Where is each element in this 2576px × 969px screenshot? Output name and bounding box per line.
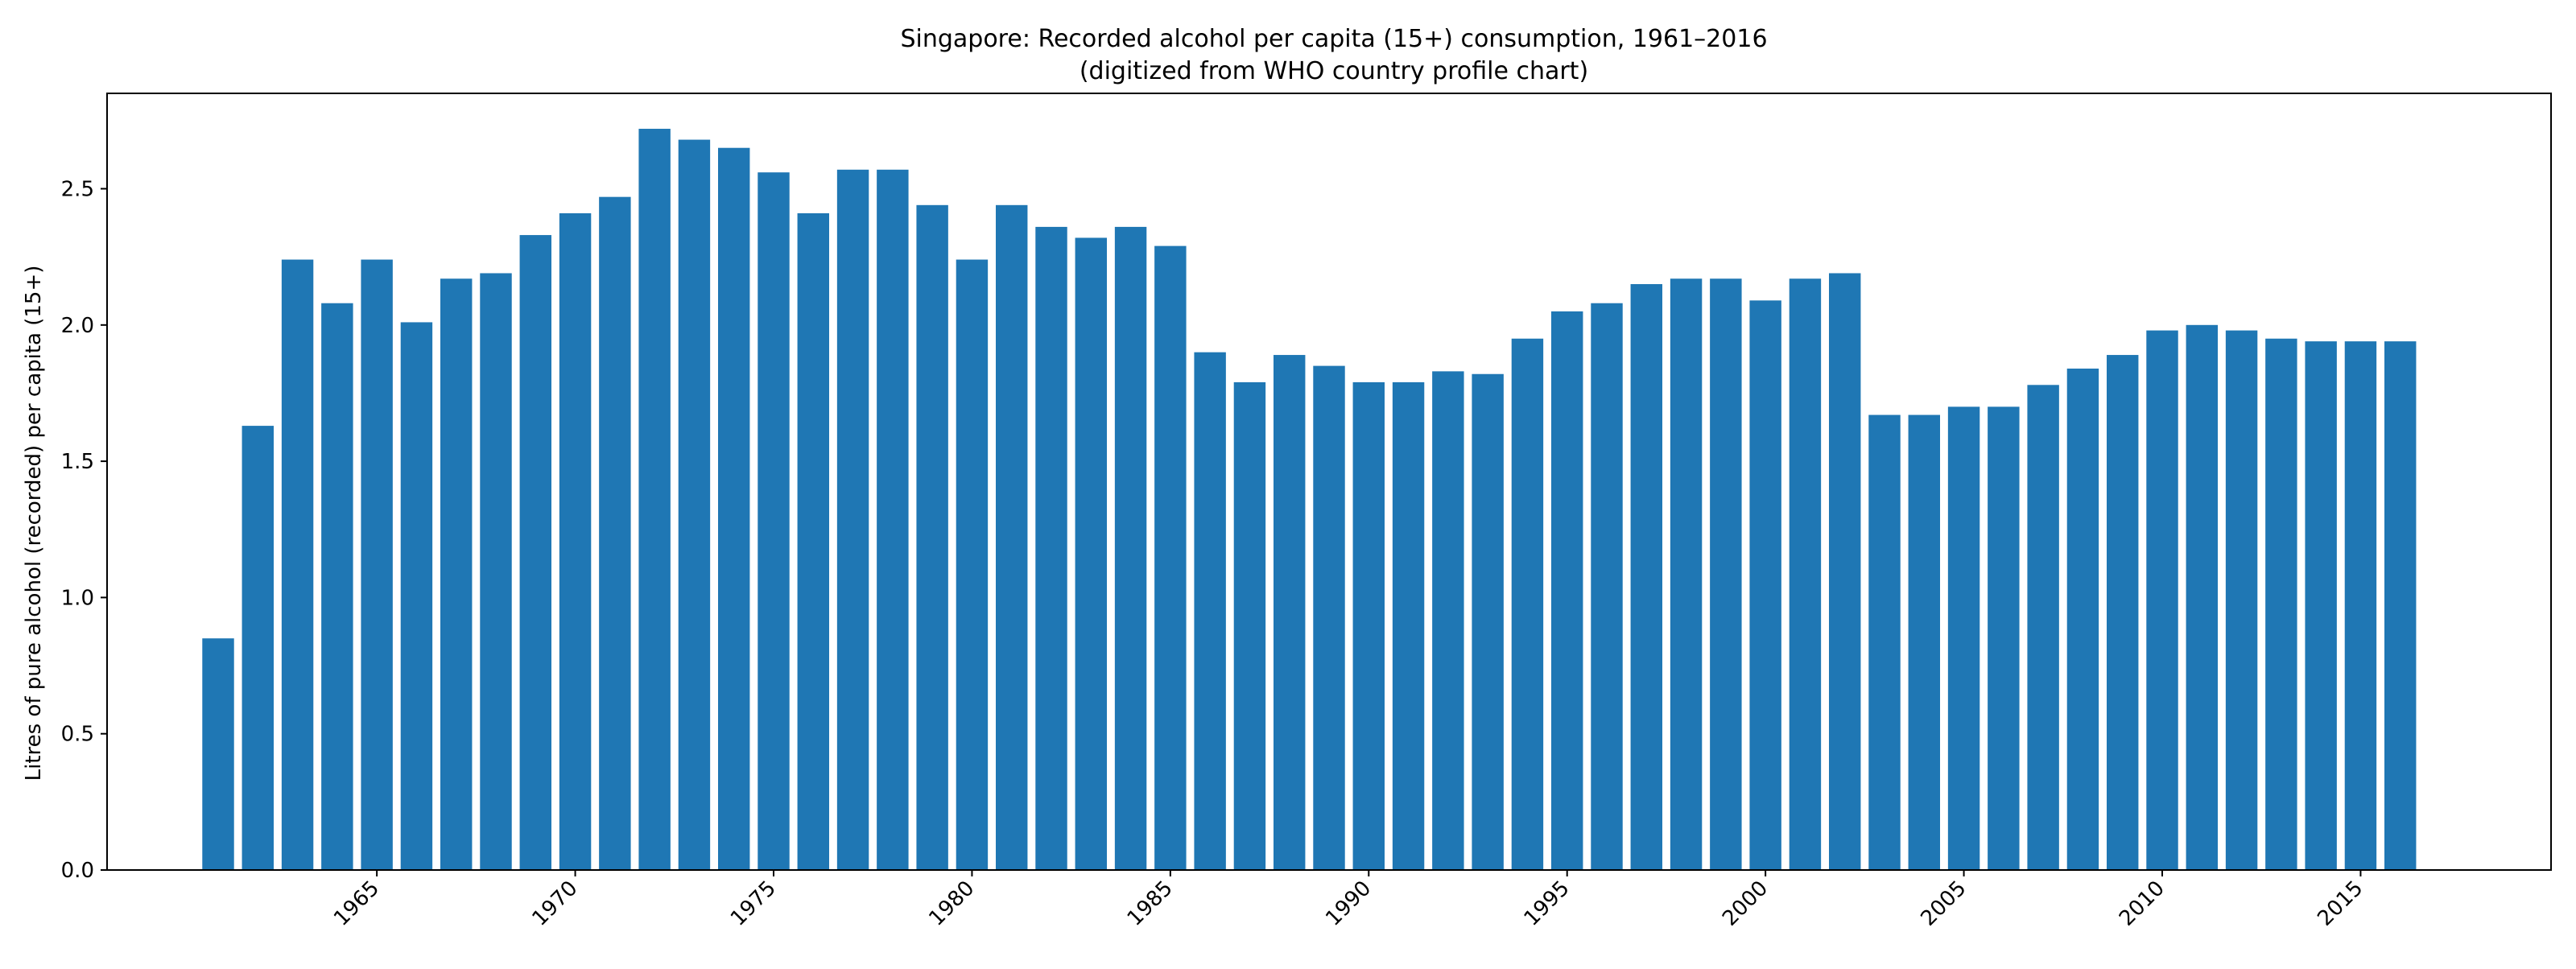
bar-1993 — [1472, 373, 1504, 870]
y-tick-label: 2.5 — [61, 178, 94, 202]
bar-2006 — [1988, 406, 2020, 870]
bar-2009 — [2107, 355, 2139, 870]
bar-1974 — [718, 147, 750, 871]
x-tick-label: 1980 — [924, 876, 979, 931]
y-tick-label: 1.5 — [61, 450, 94, 474]
bar-1982 — [1035, 226, 1067, 870]
bar-2002 — [1829, 273, 1861, 871]
chart-title: Singapore: Recorded alcohol per capita (… — [900, 25, 1767, 53]
bar-2010 — [2146, 330, 2178, 871]
bar-1961 — [202, 638, 234, 870]
bar-2011 — [2186, 324, 2218, 870]
y-tick-label: 1.0 — [61, 586, 94, 610]
bar-1971 — [599, 196, 631, 871]
bar-1966 — [400, 322, 433, 870]
bar-1989 — [1313, 365, 1345, 871]
x-tick-label: 1985 — [1123, 876, 1178, 931]
bar-1972 — [638, 129, 671, 870]
x-tick-label: 1970 — [528, 876, 583, 931]
bar-1979 — [916, 204, 948, 870]
bar-1996 — [1591, 303, 1623, 871]
bar-2016 — [2384, 341, 2417, 870]
bar-1988 — [1274, 355, 1306, 870]
x-tick-label: 2015 — [2313, 876, 2368, 931]
chart-subtitle: (digitized from WHO country profile char… — [1080, 57, 1588, 85]
bar-1967 — [440, 278, 473, 870]
bar-2012 — [2225, 330, 2258, 871]
bar-1997 — [1630, 284, 1662, 870]
bar-1999 — [1710, 278, 1742, 870]
y-axis-label: Litres of pure alcohol (recorded) per ca… — [22, 266, 46, 781]
bar-1992 — [1432, 371, 1464, 870]
bar-1964 — [321, 303, 353, 871]
bar-1969 — [519, 235, 551, 870]
x-tick-label: 2000 — [1718, 876, 1773, 931]
bar-2000 — [1749, 300, 1781, 871]
bar-1970 — [559, 212, 592, 871]
x-tick-label: 1995 — [1520, 876, 1575, 931]
bar-2015 — [2344, 341, 2377, 870]
bar-1963 — [281, 259, 314, 870]
bar-1981 — [996, 204, 1028, 870]
bar-1980 — [956, 259, 989, 870]
bar-1995 — [1551, 311, 1583, 870]
bar-1984 — [1114, 226, 1147, 870]
bar-1998 — [1670, 278, 1703, 870]
bar-1976 — [797, 212, 829, 871]
bars-group — [202, 129, 2417, 871]
bar-2013 — [2265, 338, 2297, 870]
x-tick-label: 1990 — [1321, 876, 1376, 931]
x-tick-label: 1975 — [726, 876, 781, 931]
x-tick-label: 2005 — [1917, 876, 1971, 931]
bar-1978 — [877, 169, 909, 870]
x-tick-label: 1965 — [329, 876, 384, 931]
bar-1965 — [361, 259, 393, 870]
bar-1991 — [1392, 381, 1425, 870]
y-tick-label: 2.0 — [61, 314, 94, 338]
bar-1985 — [1154, 245, 1187, 870]
bar-1987 — [1233, 381, 1266, 870]
bar-1977 — [836, 169, 869, 870]
bar-2004 — [1908, 414, 1940, 870]
bar-1990 — [1352, 381, 1385, 870]
bar-2007 — [2027, 385, 2059, 870]
bar-1983 — [1075, 237, 1107, 871]
bar-2005 — [1947, 406, 1980, 870]
bar-1994 — [1511, 338, 1544, 870]
bar-2003 — [1868, 414, 1901, 870]
x-tick-label: 2010 — [2115, 876, 2169, 931]
y-tick-label: 0.0 — [61, 859, 94, 883]
bar-1975 — [758, 172, 790, 870]
bar-2008 — [2066, 368, 2099, 871]
bar-1973 — [678, 139, 711, 870]
bar-2001 — [1789, 278, 1822, 870]
bar-1986 — [1194, 352, 1226, 870]
bar-1968 — [480, 273, 512, 871]
bar-1962 — [242, 426, 274, 870]
plot-frame — [106, 93, 2552, 871]
y-tick-label: 0.5 — [61, 723, 94, 747]
bar-2014 — [2305, 341, 2337, 870]
